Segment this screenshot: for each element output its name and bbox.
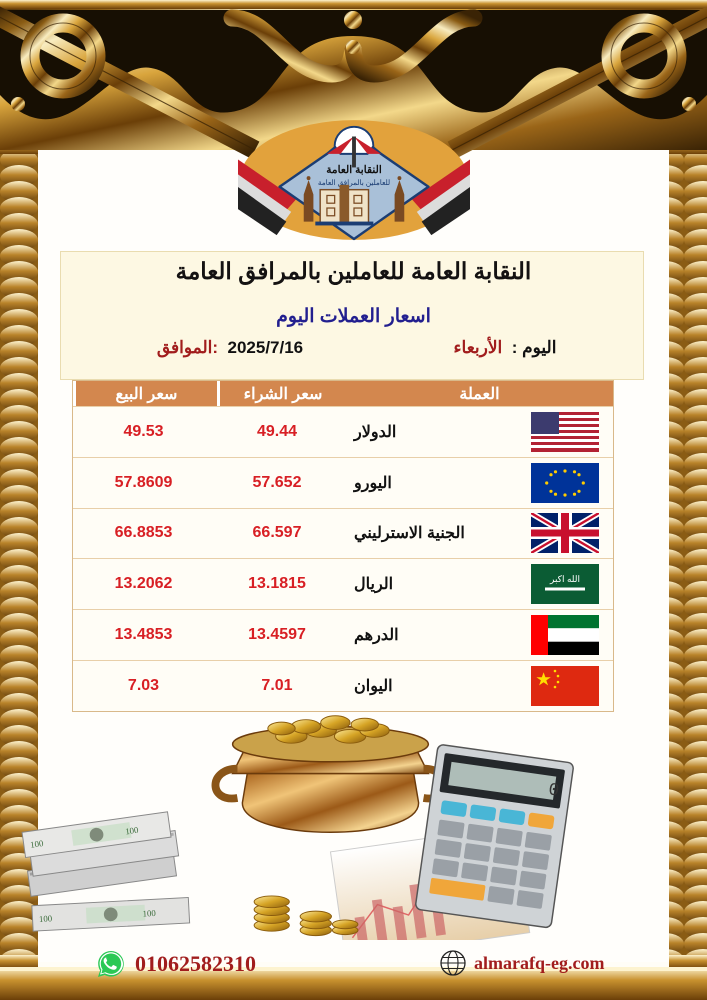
svg-text:100: 100	[142, 908, 156, 919]
svg-text:الله اكبر: الله اكبر	[549, 574, 580, 585]
svg-text:100: 100	[39, 913, 53, 924]
svg-text:100: 100	[30, 838, 45, 850]
svg-text:النقابة العامة: النقابة العامة	[326, 164, 382, 176]
svg-text:100: 100	[125, 825, 140, 837]
svg-text:للعاملين بالمرافق العامة: للعاملين بالمرافق العامة	[318, 178, 390, 187]
